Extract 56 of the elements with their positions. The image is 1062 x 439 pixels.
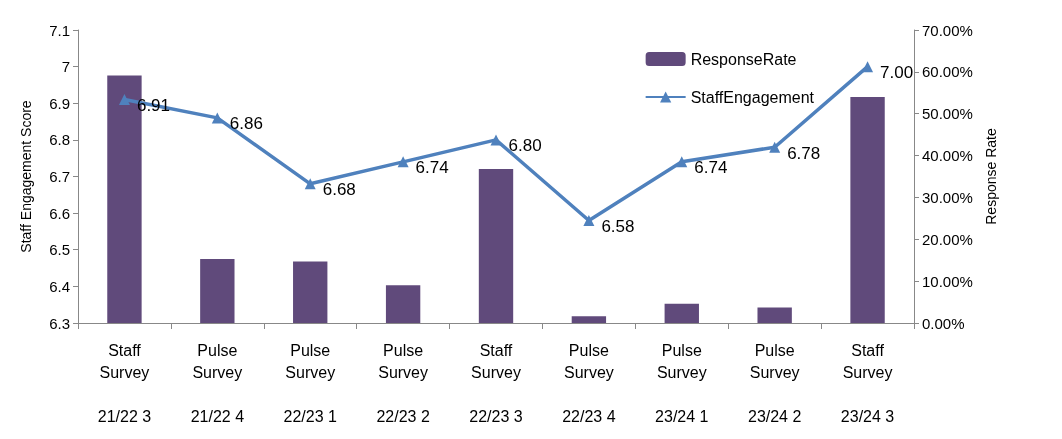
data-label: 6.74 <box>694 158 728 178</box>
bar <box>385 285 421 323</box>
y-tick-label: 6.7 <box>49 168 70 185</box>
y-tick-label: 6.3 <box>49 314 70 332</box>
y-tick-label: 6.9 <box>49 94 70 112</box>
y2-axis-title: Response Rate <box>982 128 999 225</box>
data-label: 6.86 <box>229 114 263 134</box>
category-label: Pulse Survey 22/23 2 <box>376 341 430 425</box>
data-label: 6.74 <box>415 158 449 178</box>
bar <box>757 307 792 323</box>
y-tick-label: 6.4 <box>49 277 70 295</box>
y-tick-label: 6.5 <box>49 241 70 259</box>
point <box>118 94 130 106</box>
point <box>397 156 409 168</box>
y-tick-label: 7 <box>61 58 70 76</box>
data-label: 6.78 <box>787 143 821 163</box>
y-tick-label: 6.8 <box>49 131 70 149</box>
point <box>583 214 595 226</box>
category-label: Pulse Survey 22/23 1 <box>283 341 337 425</box>
category-label: Pulse Survey 23/24 1 <box>655 341 709 425</box>
legend-label: ResponseRate <box>690 50 797 68</box>
y2-tick-label: 20.00% <box>922 230 973 248</box>
point <box>769 141 781 153</box>
y2-tick-label: 40.00% <box>922 147 973 165</box>
category-label: Pulse Survey 21/22 4 <box>190 341 245 425</box>
y-axis-title: Staff Engagement Score <box>18 100 34 253</box>
point <box>676 156 688 168</box>
legend-label: StaffEngagement <box>690 88 815 106</box>
category-label: Staff Survey 22/23 3 <box>469 341 523 425</box>
data-label: 7.00 <box>880 63 914 83</box>
bar <box>664 303 699 323</box>
point <box>304 178 316 190</box>
y2-tick-label: 50.00% <box>922 105 973 123</box>
bar <box>571 316 607 323</box>
y2-tick-label: 70.00% <box>922 21 973 39</box>
bar <box>478 168 514 323</box>
point <box>211 112 223 124</box>
category-label: Staff Survey 21/22 3 <box>97 341 152 425</box>
category-label: Pulse Survey 23/24 2 <box>747 341 802 425</box>
category-label: Pulse Survey 22/23 4 <box>562 341 616 425</box>
point <box>490 134 502 146</box>
y2-tick-label: 10.00% <box>922 272 973 290</box>
data-label: 6.80 <box>508 136 542 156</box>
y2-tick-label: 30.00% <box>922 188 973 206</box>
category-label: Staff Survey 23/24 3 <box>840 341 895 425</box>
bar <box>200 258 235 323</box>
data-label: 6.91 <box>136 96 171 116</box>
data-label: 6.68 <box>322 180 356 200</box>
bar <box>293 261 328 323</box>
y2-tick-label: 60.00% <box>922 63 973 81</box>
data-label: 6.58 <box>601 216 635 236</box>
y2-tick-label: 0.00% <box>922 314 965 332</box>
y-tick-label: 6.6 <box>49 204 70 222</box>
bar <box>850 96 885 323</box>
y-tick-label: 7.1 <box>49 21 70 39</box>
point <box>862 61 874 73</box>
